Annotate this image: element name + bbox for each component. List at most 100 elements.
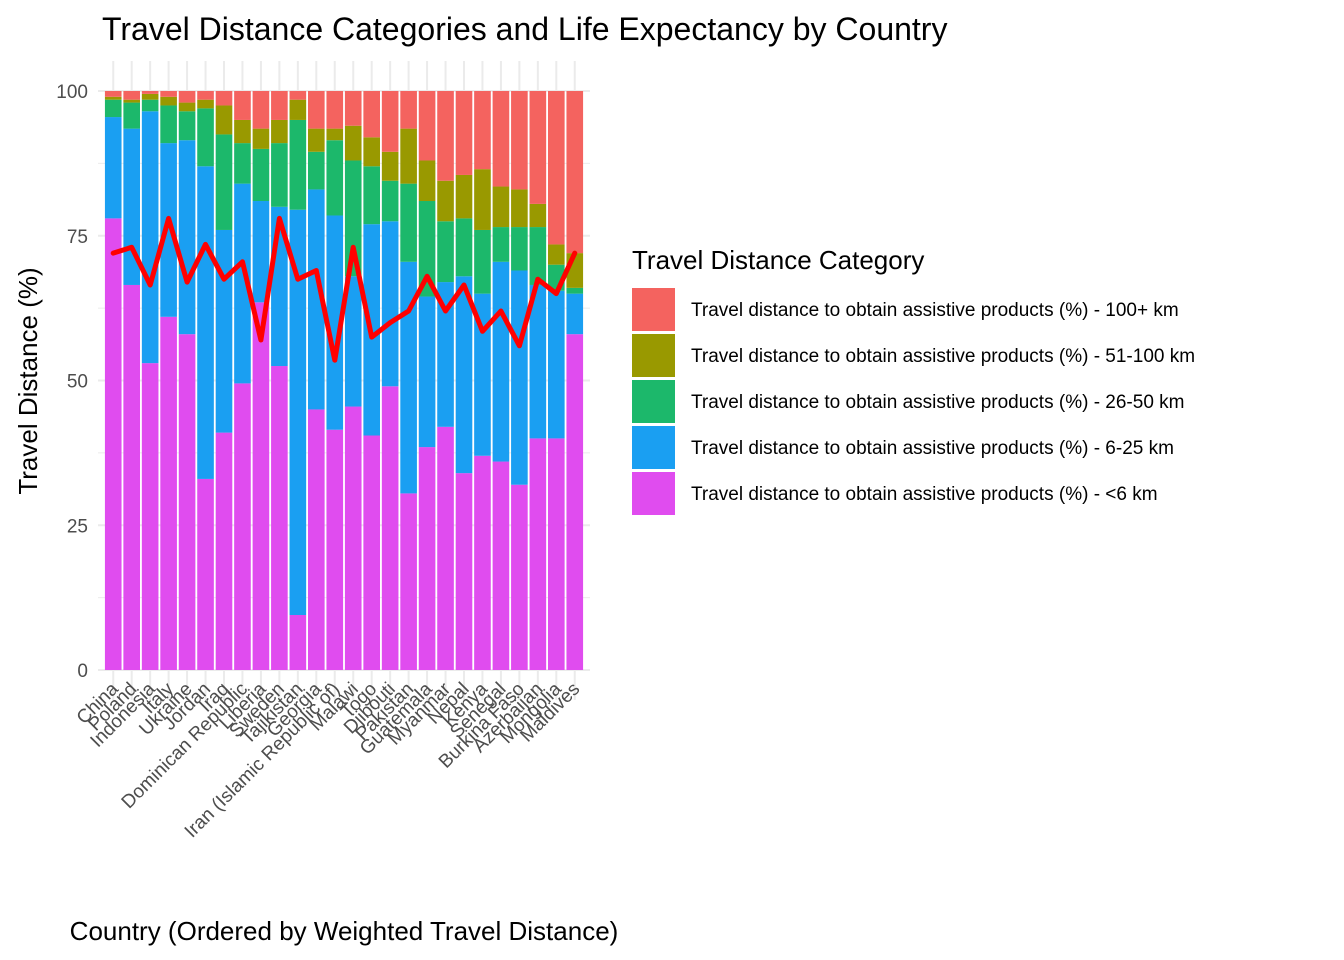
bar-segment: [141, 111, 159, 364]
bar-segment: [492, 91, 510, 187]
bar-segment: [548, 91, 565, 245]
bar-segment: [566, 91, 584, 254]
bar-segment: [234, 383, 251, 670]
bar-segment: [418, 91, 436, 161]
bar-segment: [289, 614, 307, 670]
bar-segment: [160, 143, 177, 317]
bar-segment: [529, 203, 547, 228]
bar-segment: [474, 455, 491, 670]
bar-segment: [344, 276, 362, 407]
bar-segment: [197, 99, 214, 109]
bar-segment: [363, 435, 380, 670]
bar-segment: [344, 91, 362, 126]
bar-segment: [123, 284, 140, 670]
bar-segment: [308, 128, 325, 152]
bar-segment: [197, 166, 214, 479]
bar-segment: [141, 91, 159, 94]
bar-segment: [271, 119, 288, 144]
bar-segment: [381, 151, 399, 181]
bar-segment: [344, 125, 362, 161]
legend-label: Travel distance to obtain assistive prod…: [691, 438, 1174, 459]
bar-segment: [566, 287, 584, 294]
bar-segment: [215, 91, 233, 106]
bar-segment: [215, 229, 233, 433]
bar-segment: [252, 148, 270, 202]
bar-segment: [400, 128, 417, 184]
bar-segment: [381, 180, 399, 222]
bar-segment: [437, 91, 454, 181]
bar-segment: [160, 91, 177, 97]
bar-segment: [400, 91, 417, 129]
bar-segment: [492, 227, 510, 262]
bar-segment: [511, 484, 528, 670]
bar-segment: [289, 91, 307, 100]
bar-segment: [474, 229, 491, 294]
y-tick-label: 50: [67, 372, 88, 393]
bar-segment: [215, 134, 233, 230]
bar-segment: [178, 91, 196, 103]
bar-segment: [326, 429, 344, 670]
bar-segment: [381, 91, 399, 152]
bar-segment: [511, 227, 528, 271]
bars: [104, 91, 584, 670]
bar-segment: [455, 91, 473, 175]
bar-segment: [197, 91, 214, 100]
bar-segment: [308, 151, 325, 190]
legend-label: Travel distance to obtain assistive prod…: [691, 300, 1179, 321]
bar-segment: [308, 409, 325, 670]
bar-segment: [160, 96, 177, 106]
bar-segment: [252, 91, 270, 129]
bar-segment: [455, 218, 473, 277]
bar-segment: [289, 99, 307, 120]
bar-segment: [141, 99, 159, 112]
bar-segment: [104, 91, 122, 97]
bar-segment: [418, 296, 436, 448]
y-tick-label: 0: [77, 661, 88, 682]
bar-segment: [160, 105, 177, 144]
bar-segment: [271, 366, 288, 670]
chart-title: Travel Distance Categories and Life Expe…: [102, 11, 947, 47]
bar-segment: [363, 137, 380, 167]
bar-segment: [252, 302, 270, 670]
bar-segment: [437, 221, 454, 283]
legend-label: Travel distance to obtain assistive prod…: [691, 346, 1195, 367]
bar-segment: [344, 160, 362, 277]
legend-title: Travel Distance Category: [632, 245, 924, 275]
bar-segment: [492, 261, 510, 462]
bar-segment: [418, 201, 436, 297]
bar-segment: [548, 290, 565, 439]
legend-swatch: [632, 380, 675, 423]
bar-segment: [234, 143, 251, 184]
bar-segment: [326, 215, 344, 430]
bar-segment: [418, 447, 436, 670]
legend-label: Travel distance to obtain assistive prod…: [691, 392, 1185, 413]
legend: Travel Distance Category Travel distance…: [632, 245, 1195, 515]
bar-segment: [104, 218, 122, 670]
bar-segment: [474, 293, 491, 456]
bar-segment: [234, 183, 251, 384]
bar-segment: [308, 91, 325, 129]
bar-segment: [566, 334, 584, 670]
bar-segment: [566, 293, 584, 335]
bar-segment: [344, 406, 362, 670]
bar-segment: [178, 102, 196, 112]
bar-segment: [271, 143, 288, 207]
bar-segment: [363, 91, 380, 138]
legend-swatch: [632, 472, 675, 515]
bar-segment: [492, 186, 510, 228]
bar-segment: [400, 261, 417, 494]
legend-label: Travel distance to obtain assistive prod…: [691, 484, 1158, 505]
life-expectancy-line: [110, 215, 578, 363]
y-tick-label: 100: [56, 82, 88, 103]
bar-segment: [381, 386, 399, 670]
bar-segment: [381, 221, 399, 387]
bar-segment: [400, 493, 417, 670]
bar-segment: [123, 128, 140, 285]
bar-segment: [123, 91, 140, 100]
y-axis-ticks: 0 25 50 75 100: [56, 82, 88, 682]
y-tick-label: 25: [67, 516, 88, 537]
bar-segment: [548, 244, 565, 265]
bar-segment: [437, 426, 454, 670]
bar-segment: [252, 128, 270, 149]
legend-swatch: [632, 426, 675, 469]
